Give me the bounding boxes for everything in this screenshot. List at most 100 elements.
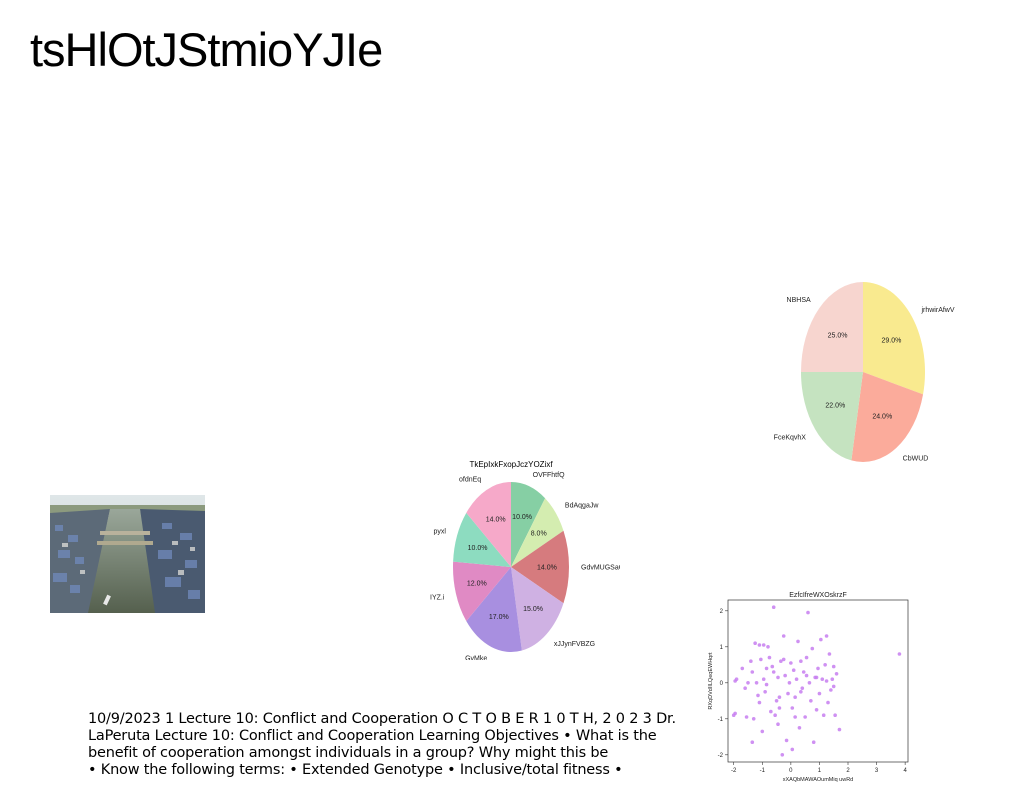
pie-slice xyxy=(801,372,863,461)
scatter-point xyxy=(760,729,765,734)
scatter-point xyxy=(821,713,826,717)
x-tick-label: 4 xyxy=(903,768,907,774)
scatter-point xyxy=(773,713,777,717)
scatter-point xyxy=(797,726,802,730)
scatter-point xyxy=(757,700,762,705)
scatter-point xyxy=(804,673,809,678)
slice-pct-label: 12.0% xyxy=(467,581,487,588)
pie-slice xyxy=(511,482,546,567)
scatter-point xyxy=(800,686,805,690)
x-tick-label: -2 xyxy=(731,768,737,774)
scatter-point xyxy=(753,641,757,645)
text-line: • Know the following terms: • Extended G… xyxy=(88,762,623,778)
scatter-point xyxy=(789,661,793,665)
scatter-point xyxy=(764,666,769,671)
scatter-point xyxy=(781,634,786,638)
slice-pct-label: 17.0% xyxy=(489,614,509,621)
scatter-point xyxy=(756,693,760,698)
scatter-point xyxy=(824,679,829,683)
scatter-point xyxy=(799,690,803,694)
slice-label: CbWUD xyxy=(903,455,929,462)
scatter-point xyxy=(831,684,836,689)
scatter-point xyxy=(790,706,795,710)
pie-chart-2: TkEpIxkFxopJczYOZixf 10.0% OVFFhtfQ 8.0% BdA… xyxy=(430,460,620,660)
photo-image xyxy=(50,495,205,613)
slice-pct-label: 14.0% xyxy=(537,564,557,571)
scatter-point xyxy=(827,652,832,656)
scatter-point xyxy=(761,643,766,647)
scatter-point xyxy=(816,666,820,671)
lecture-text: 10/9/2023 1 Lecture 10: Conflict and Coo… xyxy=(88,711,678,779)
scatter-point xyxy=(794,677,799,681)
y-tick-label: 1 xyxy=(720,645,724,651)
scatter-point xyxy=(814,675,819,680)
scatter-point xyxy=(763,690,767,694)
text-line: benefit of cooperation amongst individua… xyxy=(88,745,609,761)
pie-slice xyxy=(453,561,511,622)
scatter-point xyxy=(743,686,747,690)
slice-pct-label: 15.0% xyxy=(523,606,543,613)
scatter-point xyxy=(759,657,763,662)
scatter-chart: EzfcIfreWXOskrzF -2 -1 0 1 2 3 4 -2 -1 0 1 2 xXAQbMAW… xyxy=(708,592,909,783)
x-axis-label: xXAQbMAWAOumMiq uwRd xyxy=(783,777,854,783)
scatter-point xyxy=(786,691,790,696)
pie-slice xyxy=(511,530,569,604)
slice-label: GvMke xyxy=(465,656,487,660)
slice-pct-label: 22.0% xyxy=(825,403,845,410)
slice-pct-label: 10.0% xyxy=(512,514,532,521)
scatter-point xyxy=(779,659,783,663)
y-tick-label: 0 xyxy=(720,681,724,687)
scatter-point xyxy=(826,700,830,705)
scatter-point xyxy=(796,639,800,644)
pie-slice xyxy=(801,282,863,372)
pie-slice xyxy=(851,372,924,462)
scatter-point xyxy=(799,659,803,663)
scatter-point xyxy=(807,681,812,685)
scatter-point xyxy=(824,634,829,638)
slice-pct-label: 29.0% xyxy=(881,337,901,344)
slice-label: xJJynFVBZG xyxy=(554,641,595,648)
pie-slice xyxy=(511,567,564,651)
plot-frame xyxy=(727,599,909,763)
x-tick-label: 2 xyxy=(846,768,850,774)
slice-pct-label: 25.0% xyxy=(828,332,848,339)
text-line: 10/9/2023 1 Lecture 10: Conflict and Coo… xyxy=(88,711,676,727)
slice-pct-label: 24.0% xyxy=(872,413,892,420)
slice-label: OVFFhtfQ xyxy=(533,472,565,479)
scatter-point xyxy=(804,655,809,660)
scatter-point xyxy=(823,663,827,667)
scatter-point xyxy=(833,713,837,717)
scatter-point xyxy=(803,715,807,719)
scatter-point xyxy=(771,670,776,674)
scatter-point xyxy=(777,706,782,710)
slice-pct-label: 14.0% xyxy=(486,517,506,524)
scatter-point xyxy=(783,673,787,678)
pie-chart-1: 29.0% jrhwirAfwV 24.0% CbWUD 22.0% FceKqvhX 25… xyxy=(774,282,955,462)
scatter-point xyxy=(817,691,822,696)
scatter-point xyxy=(806,610,810,615)
page-title: tsHlOtJStmioYJIe xyxy=(30,23,383,76)
scatter-point xyxy=(793,695,797,699)
scatter-point xyxy=(774,699,779,703)
chart-title: TkEpIxkFxopJczYOZixf xyxy=(469,460,553,469)
city-river-photo xyxy=(50,495,205,613)
scatter-point xyxy=(793,715,797,719)
chart-title: EzfcIfreWXOskrzF xyxy=(789,592,847,599)
scatter-point xyxy=(810,646,815,651)
scatter-point xyxy=(776,675,780,680)
y-tick-label: -1 xyxy=(718,717,724,723)
scatter-point xyxy=(897,652,902,656)
scatter-point xyxy=(769,709,773,714)
slice-label: BdAqgaJw xyxy=(565,503,599,510)
slice-label: FceKqvhX xyxy=(774,434,807,441)
pie-slice xyxy=(453,512,511,567)
scatter-point xyxy=(761,677,766,681)
scatter-point xyxy=(830,677,835,681)
scatter-point xyxy=(809,699,813,703)
x-tick-label: 3 xyxy=(875,768,879,774)
slice-pct-label: 10.0% xyxy=(468,545,488,552)
scatter-point xyxy=(814,708,819,712)
slice-label: pyxl xyxy=(433,529,446,536)
scatter-point xyxy=(757,643,762,647)
scatter-point xyxy=(780,753,785,757)
